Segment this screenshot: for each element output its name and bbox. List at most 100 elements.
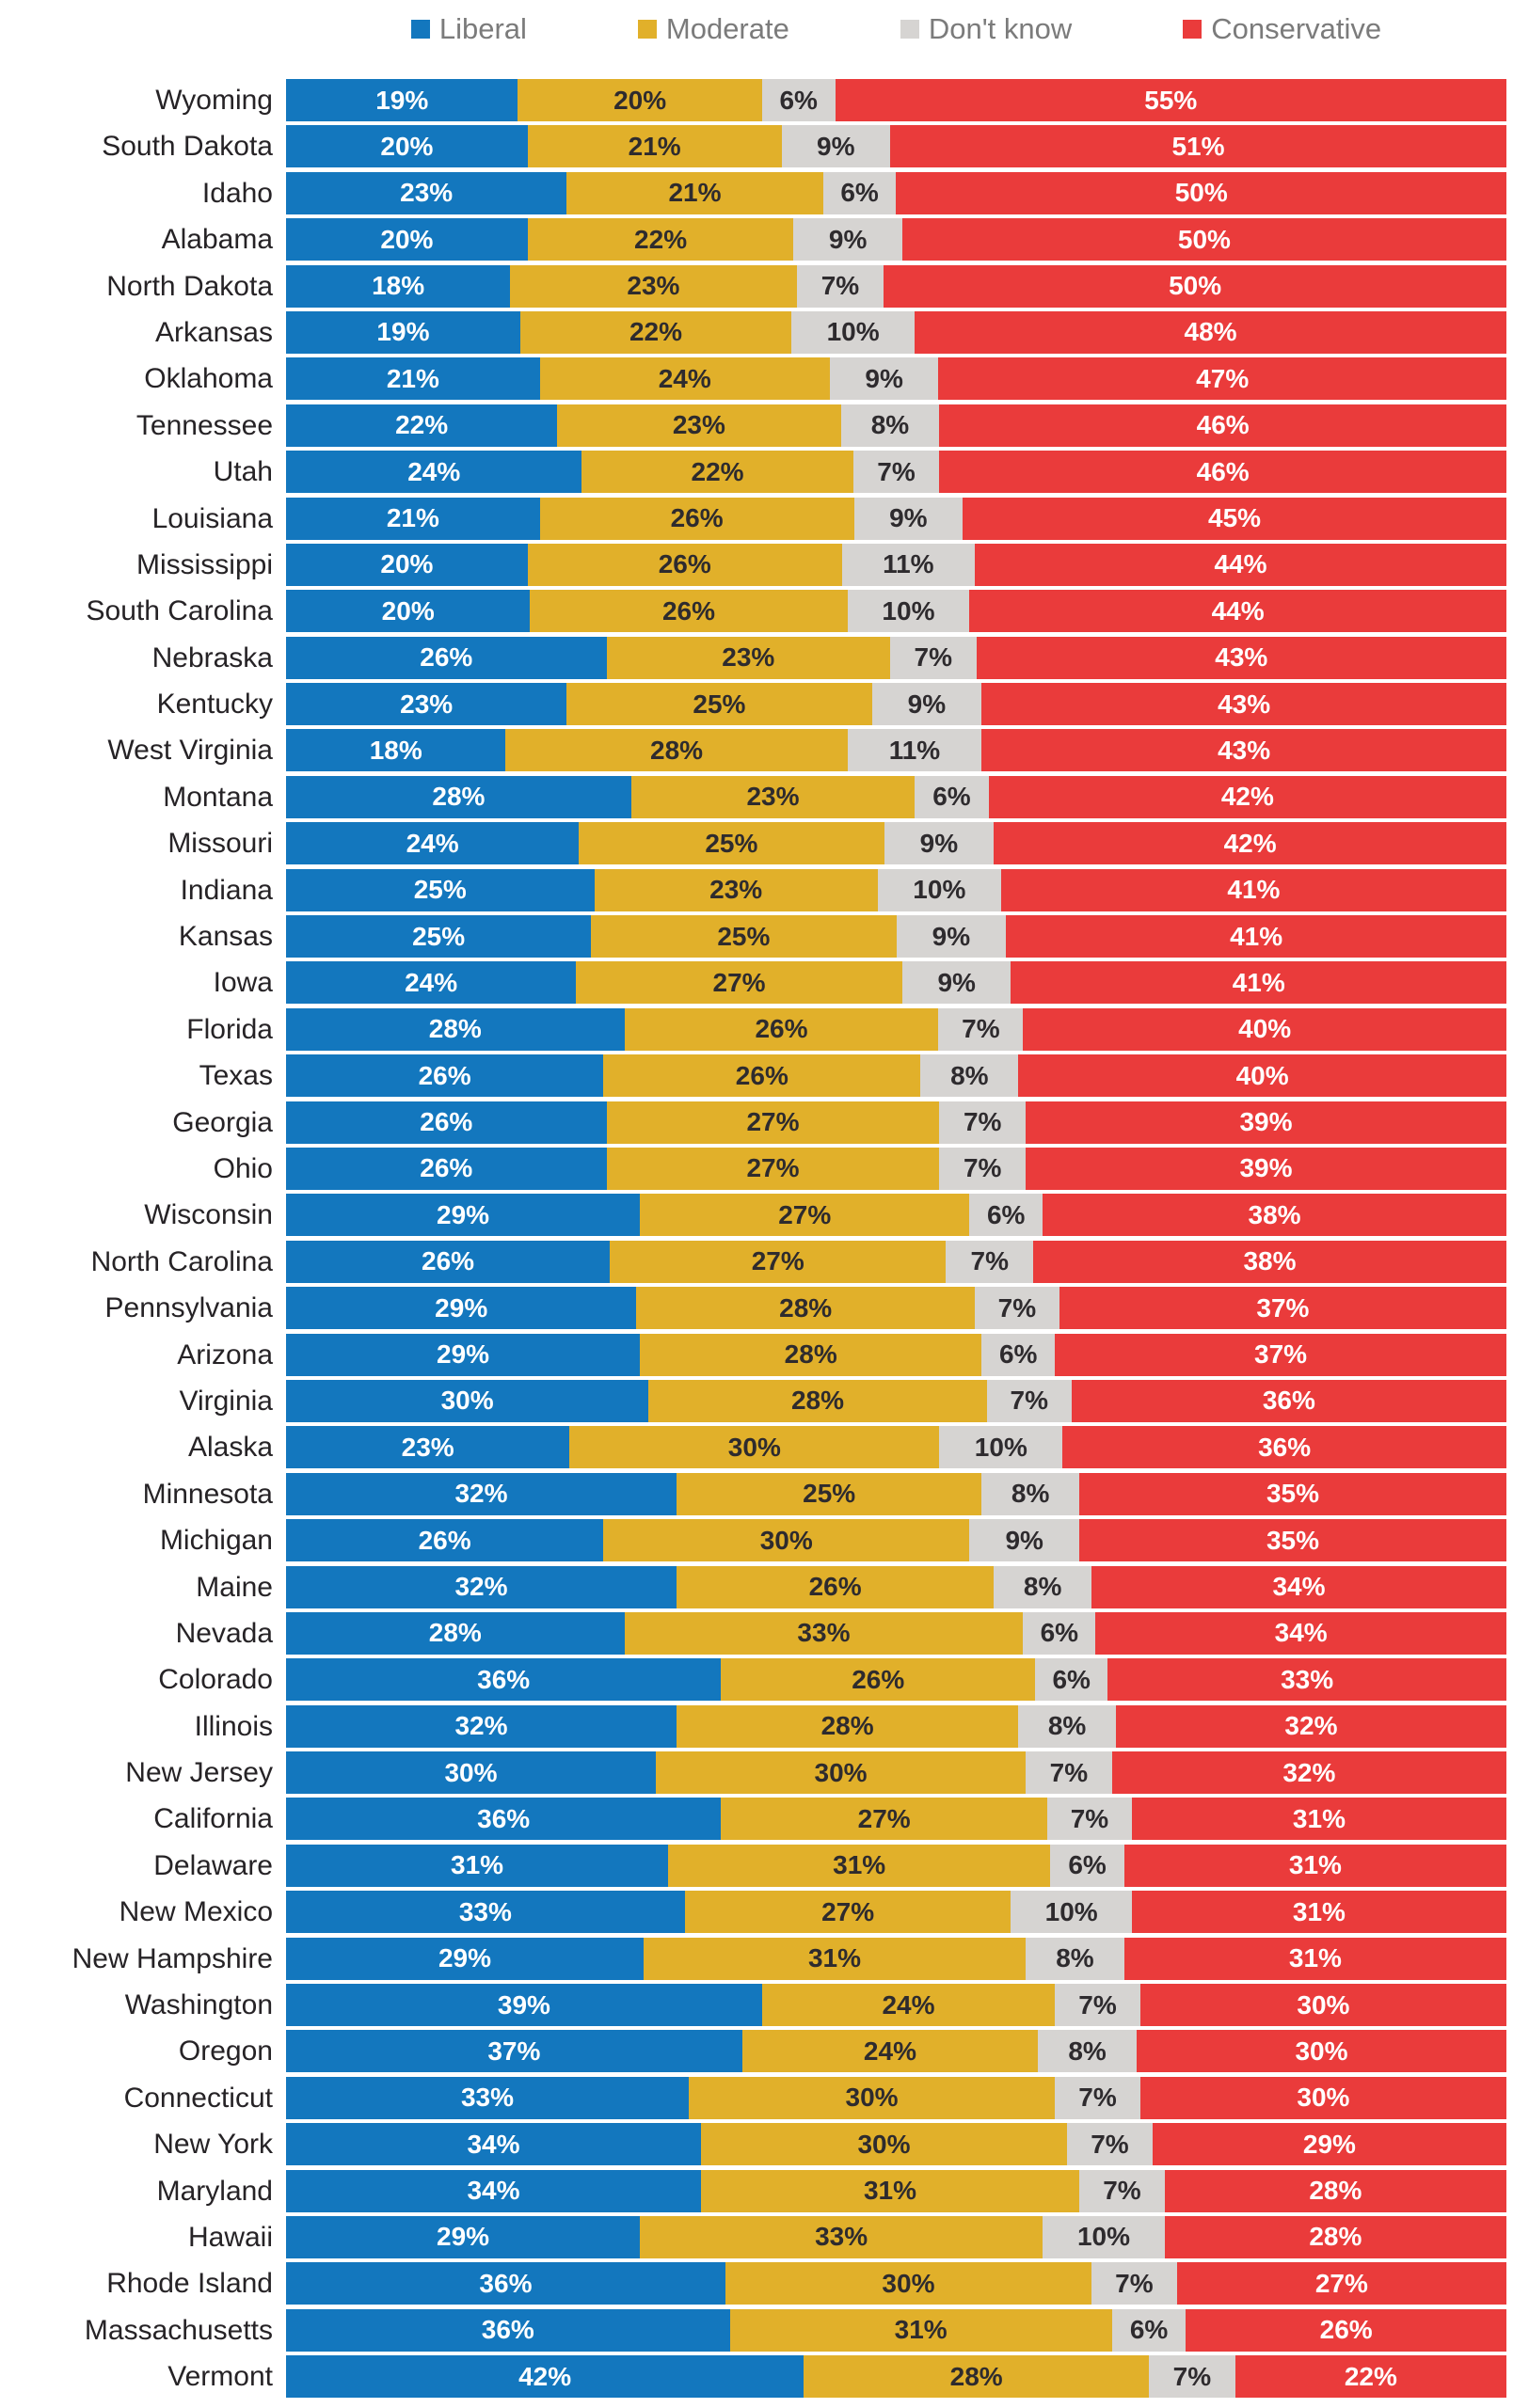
state-label: Vermont <box>167 2361 273 2393</box>
state-label: Illinois <box>194 1710 273 1742</box>
segment-conservative: 33% <box>1107 1658 1506 1702</box>
chart-row: Missouri 24% 25% 9% 42% <box>0 822 1506 865</box>
state-label: Colorado <box>158 1664 273 1696</box>
segment-conservative: 55% <box>835 79 1506 121</box>
state-label: North Dakota <box>106 270 273 302</box>
state-label: Maryland <box>156 2175 273 2207</box>
segment-liberal: 19% <box>286 79 518 121</box>
segment-don-t-know: 6% <box>981 1333 1056 1376</box>
segment-don-t-know: 6% <box>822 171 897 214</box>
state-label: Texas <box>199 1060 273 1092</box>
segment-don-t-know: 7% <box>1047 1798 1132 1841</box>
segment-liberal: 29% <box>286 2215 641 2258</box>
segment-don-t-know: 6% <box>1023 1611 1096 1655</box>
segment-conservative: 31% <box>1123 1937 1506 1980</box>
segment-moderate: 28% <box>804 2355 1150 2399</box>
segment-don-t-know: 8% <box>1018 1704 1116 1748</box>
moderate-swatch-icon <box>637 20 657 39</box>
stacked-bar: 34% 31% 7% 28% <box>286 2169 1506 2212</box>
state-label: Wisconsin <box>144 1199 273 1231</box>
state-label: New York <box>153 2129 273 2161</box>
chart-row: Florida 28% 26% 7% 40% <box>0 1007 1506 1051</box>
stacked-bar: 23% 25% 9% 43% <box>286 683 1506 726</box>
segment-moderate: 28% <box>640 1333 982 1376</box>
segment-moderate: 23% <box>510 264 797 308</box>
stacked-bar: 29% 28% 6% 37% <box>286 1333 1506 1376</box>
segment-liberal: 23% <box>286 1426 570 1469</box>
chart-row: Alabama 20% 22% 9% 50% <box>0 218 1506 261</box>
chart-row: Maine 32% 26% 8% 34% <box>0 1565 1506 1608</box>
segment-don-t-know: 9% <box>884 822 995 865</box>
chart-row: New York 34% 30% 7% 29% <box>0 2123 1506 2166</box>
stacked-bar: 36% 31% 6% 26% <box>286 2308 1506 2352</box>
segment-liberal: 20% <box>286 543 528 586</box>
chart-row: Louisiana 21% 26% 9% 45% <box>0 497 1506 540</box>
segment-moderate: 26% <box>530 590 848 633</box>
stacked-bar: 29% 33% 10% 28% <box>286 2215 1506 2258</box>
segment-don-t-know: 7% <box>1055 2076 1140 2119</box>
segment-moderate: 25% <box>566 683 872 726</box>
stacked-bar: 36% 26% 6% 33% <box>286 1658 1506 1702</box>
segment-moderate: 25% <box>677 1472 982 1515</box>
state-label: New Jersey <box>125 1757 273 1789</box>
segment-don-t-know: 6% <box>1035 1658 1108 1702</box>
segment-liberal: 26% <box>286 1147 607 1190</box>
segment-conservative: 38% <box>1033 1240 1506 1283</box>
chart-row: Washington 39% 24% 7% 30% <box>0 1984 1506 2027</box>
state-label: Montana <box>163 781 273 813</box>
segment-don-t-know: 8% <box>1026 1937 1124 1980</box>
segment-don-t-know: 7% <box>889 636 977 679</box>
legend-label-dont-know: Don't know <box>928 12 1073 45</box>
segment-conservative: 31% <box>1131 1891 1506 1934</box>
segment-don-t-know: 6% <box>969 1194 1043 1237</box>
state-label: Maine <box>196 1571 273 1603</box>
segment-moderate: 27% <box>576 961 902 1005</box>
segment-conservative: 48% <box>915 310 1506 354</box>
state-label: South Carolina <box>86 595 273 627</box>
state-label: Delaware <box>153 1849 273 1881</box>
segment-conservative: 37% <box>1059 1287 1506 1330</box>
stacked-bar: 24% 22% 7% 46% <box>286 451 1506 494</box>
segment-don-t-know: 8% <box>1038 2030 1137 2073</box>
legend-item-moderate: Moderate <box>637 12 789 46</box>
segment-liberal: 24% <box>286 961 577 1005</box>
segment-conservative: 43% <box>981 683 1506 726</box>
dont-know-swatch-icon <box>900 20 919 39</box>
segment-moderate: 27% <box>610 1240 947 1283</box>
segment-moderate: 21% <box>566 171 823 214</box>
chart-row: Illinois 32% 28% 8% 32% <box>0 1704 1506 1748</box>
segment-moderate: 33% <box>640 2215 1043 2258</box>
segment-conservative: 40% <box>1023 1007 1506 1051</box>
segment-don-t-know: 7% <box>852 451 940 494</box>
segment-don-t-know: 7% <box>1067 2123 1153 2166</box>
segment-liberal: 24% <box>286 822 580 865</box>
chart-row: Hawaii 29% 33% 10% 28% <box>0 2215 1506 2258</box>
segment-don-t-know: 7% <box>1026 1751 1112 1795</box>
segment-conservative: 43% <box>981 729 1506 772</box>
segment-conservative: 35% <box>1079 1519 1506 1562</box>
chart-row: New Hampshire 29% 31% 8% 31% <box>0 1937 1506 1980</box>
segment-liberal: 18% <box>286 729 506 772</box>
chart-row: West Virginia 18% 28% 11% 43% <box>0 729 1506 772</box>
state-label: Alaska <box>187 1432 273 1464</box>
segment-liberal: 20% <box>286 125 528 168</box>
segment-conservative: 39% <box>1026 1147 1506 1190</box>
segment-conservative: 46% <box>939 451 1506 494</box>
segment-conservative: 46% <box>939 404 1506 447</box>
segment-don-t-know: 9% <box>829 357 939 401</box>
segment-conservative: 35% <box>1079 1472 1506 1515</box>
segment-don-t-know: 6% <box>1050 1844 1124 1887</box>
segment-don-t-know: 10% <box>1043 2215 1165 2258</box>
segment-moderate: 20% <box>518 79 762 121</box>
state-label: Nebraska <box>151 642 273 673</box>
segment-conservative: 31% <box>1123 1844 1506 1887</box>
stacked-bar: 26% 27% 7% 39% <box>286 1147 1506 1190</box>
legend-label-moderate: Moderate <box>665 12 789 45</box>
segment-liberal: 31% <box>286 1844 669 1887</box>
segment-liberal: 21% <box>286 357 540 401</box>
segment-moderate: 21% <box>527 125 782 168</box>
segment-conservative: 29% <box>1152 2123 1506 2166</box>
state-label: Utah <box>213 456 273 488</box>
state-label: Iowa <box>213 967 273 999</box>
segment-don-t-know: 9% <box>896 915 1007 958</box>
